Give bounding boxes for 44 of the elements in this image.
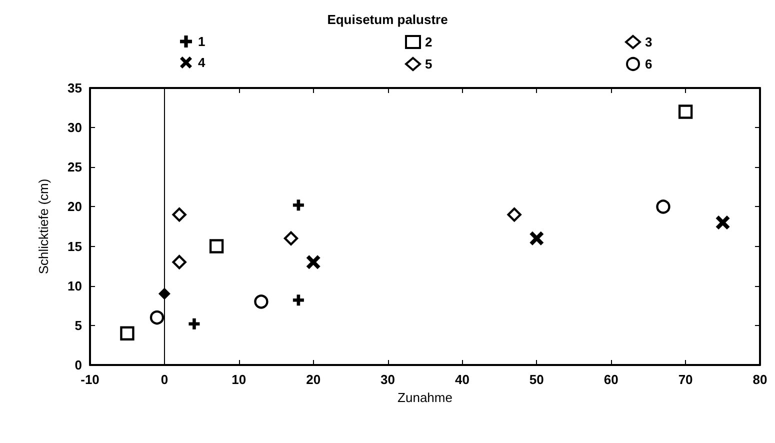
y-axis-title: Schlicktiefe (cm) (36, 178, 51, 274)
point (530, 231, 544, 246)
point (120, 326, 134, 340)
y-tick-label: 35 (68, 80, 82, 96)
point (678, 104, 693, 119)
y-tick-label: 20 (68, 199, 82, 214)
point (292, 294, 304, 306)
legend-label: 5 (425, 56, 432, 72)
y-tick-label: 25 (68, 160, 82, 175)
x-tick-label: 70 (678, 372, 693, 387)
x-tick-label: 80 (752, 372, 768, 387)
legend-label: 2 (425, 34, 432, 50)
point (188, 318, 200, 330)
point (507, 208, 522, 222)
legend-label: 4 (198, 55, 206, 70)
y-tick-label: 30 (68, 120, 82, 136)
x-tick-label: 60 (604, 372, 618, 387)
x-tick-label: 30 (380, 372, 396, 387)
legend-label: 1 (198, 34, 206, 49)
y-tick-label: 0 (74, 358, 82, 372)
point (716, 216, 730, 230)
point (284, 231, 298, 246)
point (150, 310, 164, 325)
x-tick-label: 20 (306, 372, 321, 387)
point (656, 200, 670, 214)
point (254, 294, 268, 309)
y-tick-label: 5 (74, 318, 82, 333)
point (172, 255, 186, 270)
point (158, 288, 170, 300)
legend-label: 6 (645, 56, 652, 72)
x-tick-label: 0 (160, 372, 168, 387)
x-tick-label: 40 (454, 372, 470, 387)
point (306, 255, 320, 270)
point (172, 208, 186, 222)
legend-label: 3 (645, 34, 652, 50)
x-tick-label: 50 (529, 372, 544, 387)
y-tick-label: 10 (68, 278, 82, 294)
x-tick-label: -10 (80, 372, 100, 387)
point (209, 239, 224, 254)
chart-title: Equisetum palustre (327, 12, 448, 27)
x-tick-label: 10 (232, 372, 246, 387)
x-axis-title: Zunahme (398, 390, 452, 405)
y-tick-label: 15 (68, 238, 82, 254)
point (292, 200, 304, 211)
